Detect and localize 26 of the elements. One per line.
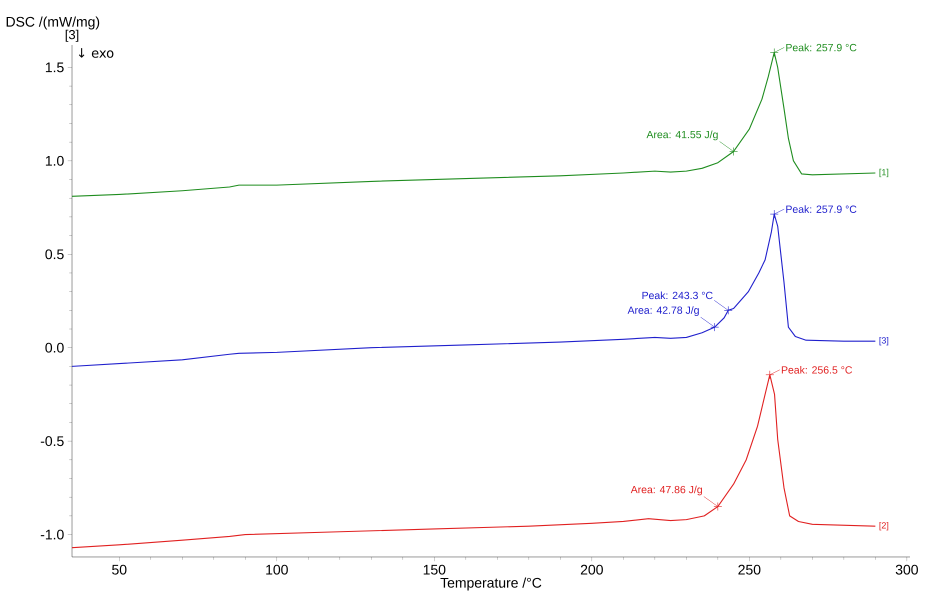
annotation: Peak: 256.5 °C <box>782 366 852 374</box>
series-label: [3] <box>880 336 888 346</box>
series-label: [2] <box>880 522 888 530</box>
y-tick-label: 0.5 <box>45 249 64 260</box>
y-tick-label: 1.0 <box>46 156 64 166</box>
y-tick-label: -1.0 <box>40 530 64 540</box>
x-tick-label: 300 <box>896 564 918 575</box>
y-axis-title: DSC /(mW/mg) <box>6 16 100 30</box>
series-label: [1] <box>880 168 888 178</box>
y-tick-label: 0.0 <box>45 342 64 353</box>
x-tick-label: 50 <box>112 564 126 575</box>
annotation: Area: 42.78 J/g <box>628 306 699 316</box>
annotation: Peak: 257.9 °C <box>786 205 856 213</box>
text: [3] <box>66 30 78 42</box>
x-tick-label: 100 <box>266 564 288 575</box>
x-tick-label: 200 <box>580 564 603 575</box>
annotation: ↓ exo <box>78 48 114 58</box>
annotation: Area: 47.86 J/g <box>630 486 702 496</box>
annotation: Peak: 257.9 °C <box>786 44 856 52</box>
x-axis-title: Temperature /°C <box>440 577 542 590</box>
annotation: Area: 41.55 J/g <box>646 130 718 140</box>
x-tick-label: 250 <box>738 564 760 575</box>
x-tick-label: 150 <box>424 564 446 575</box>
y-tick-label: 1.5 <box>46 62 64 72</box>
y-tick-label: -0.5 <box>40 436 64 446</box>
annotation: Peak: 243.3 °C <box>642 291 713 300</box>
